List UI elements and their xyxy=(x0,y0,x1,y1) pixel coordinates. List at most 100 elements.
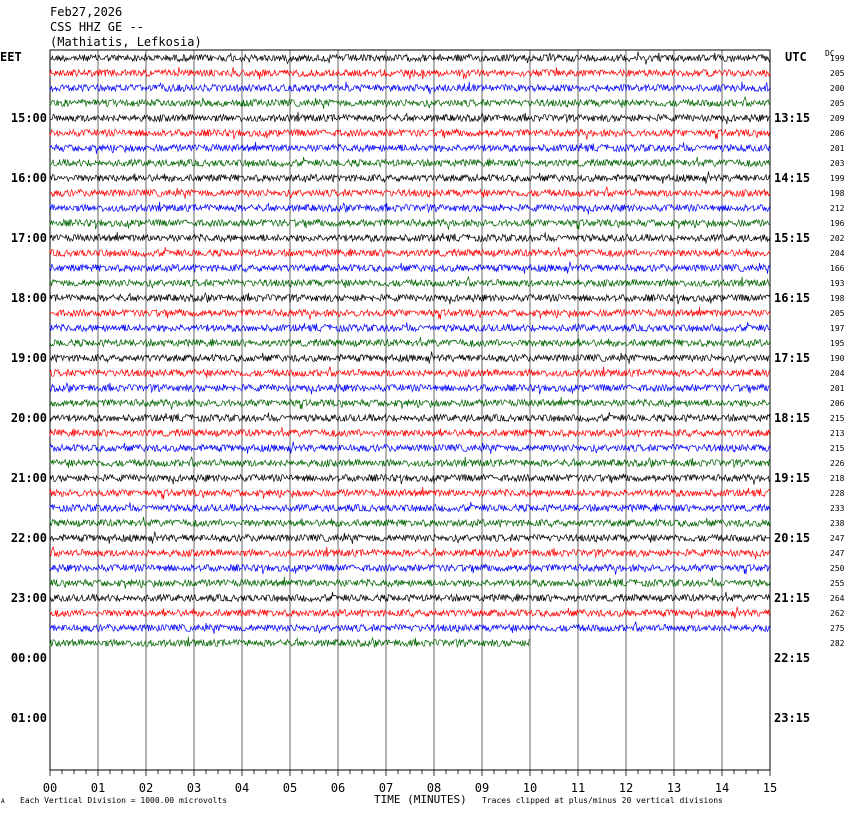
dc-value-label: 206 xyxy=(830,129,845,138)
x-tick-label: 06 xyxy=(331,781,345,795)
dc-value-label: 166 xyxy=(830,264,845,273)
minute-gridlines xyxy=(97,50,723,770)
x-tick-label: 13 xyxy=(667,781,681,795)
trace-13 xyxy=(49,231,771,243)
x-tick-label: 00 xyxy=(43,781,57,795)
x-tick-label: 11 xyxy=(571,781,585,795)
dc-header-label: DC xyxy=(825,49,835,58)
trace-4 xyxy=(49,96,771,109)
left-hour-label: 20:00 xyxy=(11,411,47,425)
dc-value-label: 196 xyxy=(830,219,845,228)
left-hour-label: 01:00 xyxy=(11,711,47,725)
left-hour-label: 19:00 xyxy=(11,351,47,365)
trace-40 xyxy=(49,636,530,649)
dc-value-label: 255 xyxy=(830,579,845,588)
x-tick-label: 01 xyxy=(91,781,105,795)
logo-mark: A xyxy=(1,798,5,805)
trace-3 xyxy=(49,81,771,95)
left-hour-label: 18:00 xyxy=(11,291,47,305)
dc-value-label: 275 xyxy=(830,624,845,633)
right-hour-label: 20:15 xyxy=(774,531,810,545)
dc-value-label: 193 xyxy=(830,279,845,288)
trace-29 xyxy=(49,473,771,485)
dc-value-label: 215 xyxy=(830,414,845,423)
trace-32 xyxy=(49,516,771,529)
dc-value-label: 206 xyxy=(830,399,845,408)
dc-value-label: 198 xyxy=(830,294,845,303)
dc-value-label: 238 xyxy=(830,519,845,528)
dc-value-label: 190 xyxy=(830,354,845,363)
trace-31 xyxy=(49,502,771,513)
right-hour-label: 19:15 xyxy=(774,471,810,485)
right-hour-label: 13:15 xyxy=(774,111,810,125)
trace-33 xyxy=(49,531,771,544)
trace-14 xyxy=(49,246,771,258)
trace-8 xyxy=(49,156,771,168)
trace-10 xyxy=(49,186,771,199)
right-hour-label: 21:15 xyxy=(774,591,810,605)
dc-value-label: 209 xyxy=(830,114,845,123)
right-hour-label: 16:15 xyxy=(774,291,810,305)
trace-27 xyxy=(49,441,771,454)
trace-24 xyxy=(49,396,771,410)
trace-22 xyxy=(49,366,771,378)
dc-value-label: 197 xyxy=(830,324,845,333)
left-hour-label: 16:00 xyxy=(11,171,47,185)
x-tick-label: 15 xyxy=(763,781,777,795)
right-hour-label: 22:15 xyxy=(774,651,810,665)
dc-value-label: 204 xyxy=(830,369,845,378)
left-hour-label: 21:00 xyxy=(11,471,47,485)
trace-25 xyxy=(49,412,771,423)
x-tick-label: 08 xyxy=(427,781,441,795)
chart-date: Feb27,2026 xyxy=(50,5,122,19)
dc-value-label: 226 xyxy=(830,459,845,468)
seismic-traces xyxy=(49,51,771,649)
right-hour-label: 18:15 xyxy=(774,411,810,425)
dc-value-label: 282 xyxy=(830,639,845,648)
x-tick-label: 03 xyxy=(187,781,201,795)
dc-value-label: 205 xyxy=(830,99,845,108)
trace-6 xyxy=(49,128,771,140)
right-hour-labels: 13:15 14:15 15:15 16:15 17:15 18:15 19:15 20:15… xyxy=(774,111,810,725)
clip-note: Traces clipped at plus/minus 20 vertical… xyxy=(482,796,723,805)
trace-34 xyxy=(49,546,771,560)
dc-value-label: 233 xyxy=(830,504,845,513)
x-tick-label: 10 xyxy=(523,781,537,795)
dc-value-label: 195 xyxy=(830,339,845,348)
plot-frame xyxy=(49,49,771,771)
trace-35 xyxy=(49,563,771,575)
scale-note: Each Vertical Division = 1000.00 microvo… xyxy=(20,796,227,805)
dc-value-label: 213 xyxy=(830,429,845,438)
trace-16 xyxy=(49,276,771,289)
trace-20 xyxy=(49,336,771,348)
trace-38 xyxy=(49,606,771,619)
dc-value-label: 203 xyxy=(830,159,845,168)
trace-17 xyxy=(49,291,771,305)
dc-value-label: 264 xyxy=(830,594,845,603)
dc-value-label: 202 xyxy=(830,234,845,243)
trace-36 xyxy=(49,576,771,589)
dc-value-label: 250 xyxy=(830,564,845,573)
trace-23 xyxy=(49,381,771,395)
trace-21 xyxy=(49,351,771,364)
x-tick-label: 04 xyxy=(235,781,249,795)
dc-value-label: 201 xyxy=(830,384,845,393)
dc-value-label: 201 xyxy=(830,144,845,153)
x-axis-title: TIME (MINUTES) xyxy=(374,793,467,806)
dc-value-label: 205 xyxy=(830,69,845,78)
left-timezone-label: EET xyxy=(0,50,22,64)
x-tick-label: 12 xyxy=(619,781,633,795)
dc-value-label: 212 xyxy=(830,204,845,213)
dc-value-label: 205 xyxy=(830,309,845,318)
right-timezone-label: UTC xyxy=(785,50,807,64)
dc-offset-labels: 199 205 200 205 209 206 201 203 199 198 212 196 202 2… xyxy=(830,54,845,648)
trace-15 xyxy=(49,261,771,274)
trace-11 xyxy=(49,201,771,215)
right-hour-label: 17:15 xyxy=(774,351,810,365)
trace-37 xyxy=(49,591,771,603)
trace-2 xyxy=(49,67,771,80)
dc-value-label: 199 xyxy=(830,174,845,183)
trace-5 xyxy=(49,111,771,125)
dc-value-label: 200 xyxy=(830,84,845,93)
